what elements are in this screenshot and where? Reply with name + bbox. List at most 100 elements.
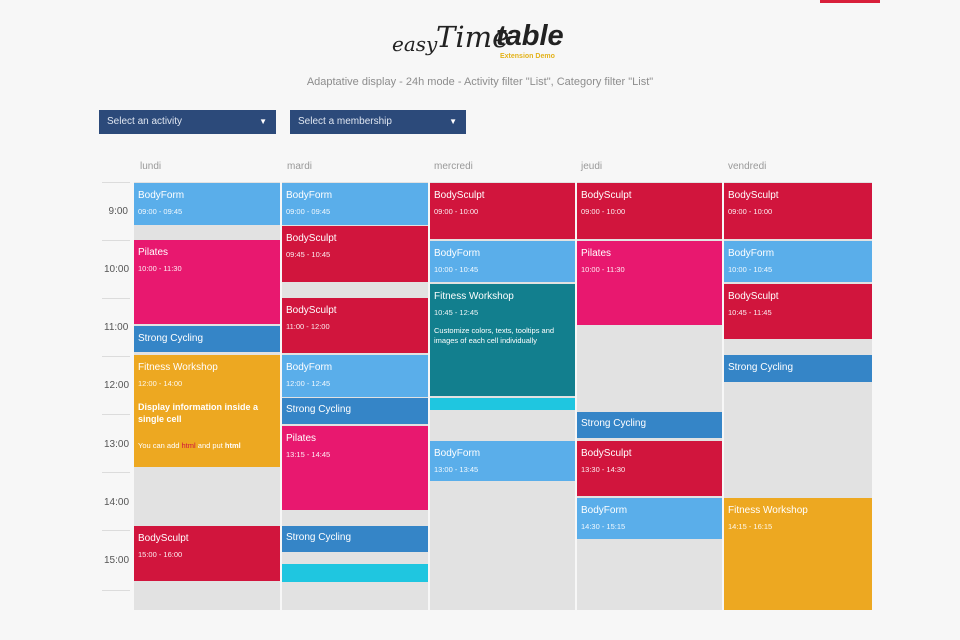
event-hours: 09:00 - 09:45	[138, 207, 183, 216]
event-cell[interactable]: Strong Cycling	[282, 526, 428, 552]
event-title: BodyForm	[286, 362, 333, 373]
activity-select-label: Select an activity	[107, 116, 183, 127]
event-title: Fitness Workshop	[138, 362, 218, 373]
membership-select[interactable]: Select a membership ▼	[290, 110, 466, 134]
event-cell[interactable]: BodyForm 14:30 - 15:15	[577, 498, 722, 539]
event-title: Pilates	[581, 248, 612, 259]
event-cell[interactable]: Fitness Workshop 14:15 - 16:15	[724, 498, 872, 610]
event-cell[interactable]: Pilates 10:00 - 11:30	[134, 240, 280, 324]
event-hours: 09:00 - 10:00	[728, 207, 773, 216]
event-cell[interactable]: BodySculpt 09:00 - 10:00	[724, 183, 872, 239]
membership-select-label: Select a membership	[298, 116, 392, 127]
time-gridline	[102, 530, 130, 531]
event-title: Strong Cycling	[581, 418, 647, 429]
event-hours: 09:00 - 09:45	[286, 207, 331, 216]
event-title: BodyForm	[434, 448, 481, 459]
event-title: Fitness Workshop	[728, 505, 808, 516]
event-hours: 09:45 - 10:45	[286, 250, 331, 259]
event-hours: 10:45 - 12:45	[434, 308, 479, 317]
event-title: BodySculpt	[286, 305, 337, 316]
day-header-mardi: mardi	[287, 161, 313, 172]
event-cell[interactable]: BodyForm 10:00 - 10:45	[724, 241, 872, 282]
time-gridline	[102, 182, 130, 183]
event-title: BodySculpt	[286, 233, 337, 244]
logo-easy-text: easy	[392, 32, 438, 56]
event-hours: 10:45 - 11:45	[728, 308, 772, 317]
chevron-down-icon: ▼	[259, 117, 267, 126]
event-title: BodySculpt	[581, 190, 632, 201]
event-cell[interactable]: Strong Cycling	[577, 412, 722, 438]
event-title: BodySculpt	[138, 533, 189, 544]
event-cell[interactable]: Strong Cycling	[724, 355, 872, 382]
logo-time-text: Time	[436, 20, 510, 54]
time-gridline	[102, 414, 130, 415]
event-cell[interactable]: BodySculpt 11:00 - 12:00	[282, 298, 428, 353]
event-title: BodySculpt	[728, 291, 779, 302]
time-gridline	[102, 472, 130, 473]
event-cell[interactable]: Strong Cycling	[282, 398, 428, 424]
time-gridline	[102, 298, 130, 299]
time-label: 14:00	[104, 497, 130, 508]
event-cell[interactable]: Fitness Workshop 10:45 - 12:45 Customize…	[430, 284, 575, 396]
event-title: BodyForm	[434, 248, 481, 259]
day-header-jeudi: jeudi	[581, 161, 603, 172]
event-title: Strong Cycling	[286, 404, 352, 415]
event-hours: 13:15 - 14:45	[286, 450, 331, 459]
event-cell[interactable]: BodyForm 09:00 - 09:45	[134, 183, 280, 225]
column-divider	[280, 182, 282, 610]
note-html-word: html	[181, 441, 196, 450]
page-subtitle: Adaptative display - 24h mode - Activity…	[306, 76, 654, 88]
logo-subtitle: Extension Demo	[500, 53, 555, 60]
activity-select[interactable]: Select an activity ▼	[99, 110, 276, 134]
event-title: Fitness Workshop	[434, 291, 514, 302]
event-hours: 13:30 - 14:30	[581, 465, 626, 474]
event-hours: 09:00 - 10:00	[581, 207, 626, 216]
event-cell[interactable]: BodyForm 10:00 - 10:45	[430, 241, 575, 282]
event-title: Pilates	[286, 433, 317, 444]
event-hours: 15:00 - 16:00	[138, 550, 183, 559]
time-gridline	[102, 590, 130, 591]
time-label: 12:00	[104, 380, 130, 391]
easytimetable-logo: easy Time table Extension Demo	[390, 14, 590, 60]
event-hours: 10:00 - 11:30	[581, 265, 625, 274]
time-label: 11:00	[104, 322, 129, 333]
event-hours: 12:00 - 12:45	[286, 379, 331, 388]
event-cell[interactable]: Pilates 10:00 - 11:30	[577, 241, 722, 325]
event-cell[interactable]: BodySculpt 13:30 - 14:30	[577, 441, 722, 496]
note-middle: and put	[195, 441, 225, 450]
event-hours: 14:15 - 16:15	[728, 522, 773, 531]
event-cell[interactable]: BodySculpt 15:00 - 16:00	[134, 526, 280, 581]
column-divider	[428, 182, 430, 610]
day-header-lundi: lundi	[140, 161, 162, 172]
event-cell[interactable]: BodySculpt 09:45 - 10:45	[282, 226, 428, 282]
event-cell[interactable]: Fitness Workshop 12:00 - 14:00 Display i…	[134, 355, 280, 467]
event-title: BodyForm	[728, 248, 775, 259]
event-cell[interactable]: BodySculpt 10:45 - 11:45	[724, 284, 872, 339]
column-divider	[722, 182, 724, 610]
event-highlight-text: Display information inside a single cell	[138, 402, 259, 424]
event-title: BodySculpt	[434, 190, 485, 201]
event-hours: 09:00 - 10:00	[434, 207, 479, 216]
event-note: You can add html and put html	[138, 441, 275, 451]
time-label: 10:00	[104, 264, 130, 275]
event-title: Pilates	[138, 247, 169, 258]
event-cell-empty[interactable]	[282, 564, 428, 582]
event-title: BodySculpt	[728, 190, 779, 201]
event-cell-empty[interactable]	[430, 398, 575, 410]
event-cell[interactable]: BodyForm 13:00 - 13:45	[430, 441, 575, 481]
event-cell[interactable]: BodySculpt 09:00 - 10:00	[577, 183, 722, 239]
day-header-vendredi: vendredi	[728, 161, 767, 172]
event-title: Strong Cycling	[286, 532, 352, 543]
event-hours: 10:00 - 10:45	[728, 265, 773, 274]
time-label: 9:00	[108, 206, 128, 217]
time-label: 13:00	[104, 439, 130, 450]
event-cell[interactable]: Strong Cycling	[134, 326, 280, 352]
event-cell[interactable]: BodySculpt 09:00 - 10:00	[430, 183, 575, 239]
event-cell[interactable]: BodyForm 09:00 - 09:45	[282, 183, 428, 225]
column-divider	[575, 182, 577, 610]
note-prefix: You can add	[138, 441, 182, 450]
time-gridline	[102, 356, 130, 357]
event-cell[interactable]: BodyForm 12:00 - 12:45	[282, 355, 428, 397]
event-cell[interactable]: Pilates 13:15 - 14:45	[282, 426, 428, 510]
event-hours: 13:00 - 13:45	[434, 465, 479, 474]
